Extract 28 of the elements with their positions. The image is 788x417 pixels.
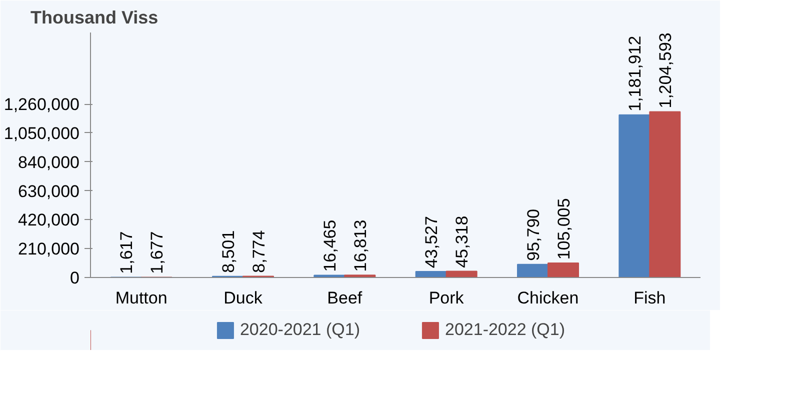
data-label: 1,181,912 [625, 36, 644, 112]
data-label: 95,790 [524, 208, 543, 261]
y-tick-label: 840,000 [18, 152, 80, 172]
x-tick-label: Chicken [517, 288, 579, 308]
y-axis-title: Thousand Viss [30, 8, 158, 28]
data-label: 1,677 [148, 231, 167, 274]
y-tick-label: 630,000 [18, 182, 80, 201]
y-tick-label: 0 [70, 268, 80, 288]
legend-label: 2021-2022 (Q1) [445, 320, 566, 340]
data-label: 1,617 [117, 231, 136, 274]
data-label: 45,318 [452, 216, 472, 268]
y-tick-label: 1,050,000 [4, 124, 80, 143]
data-label: 1,204,593 [656, 32, 675, 108]
x-tick-label: Duck [224, 288, 263, 308]
data-label: 8,774 [249, 230, 268, 273]
data-label: 43,527 [422, 216, 442, 268]
y-tick-label: 420,000 [18, 210, 80, 230]
y-tick-label: 210,000 [18, 240, 80, 259]
y-tick-label: 1,260,000 [4, 95, 80, 114]
x-tick-label: Fish [634, 288, 666, 308]
legend-label: 2020-2021 (Q1) [240, 320, 360, 340]
x-tick-label: Beef [327, 288, 362, 308]
data-label: 105,005 [554, 198, 574, 260]
x-tick-label: Pork [428, 288, 464, 308]
data-label: 16,813 [350, 220, 370, 272]
x-tick-label: Mutton [115, 288, 168, 308]
data-label: 8,501 [218, 230, 238, 273]
data-label: 16,465 [320, 220, 340, 272]
